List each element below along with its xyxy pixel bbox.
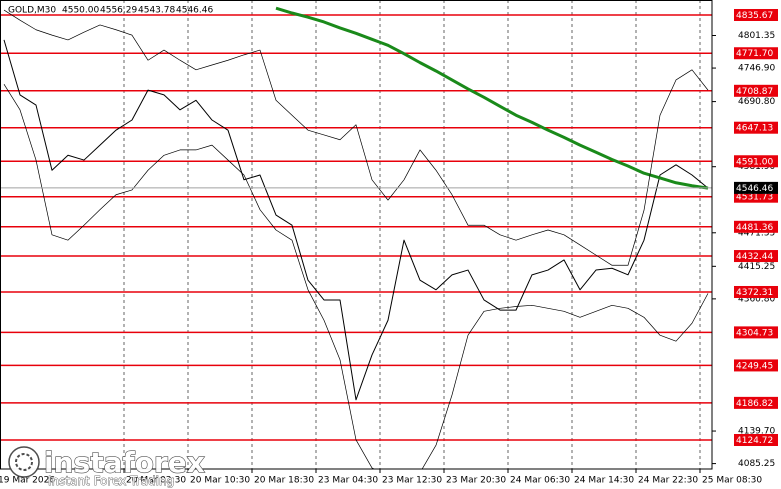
series-line [3, 39, 709, 401]
current-price-label: 4546.46 [736, 184, 773, 194]
level-label: 4372.31 [736, 288, 773, 298]
y-tick-label: 4746.90 [738, 64, 775, 74]
level-label: 4708.87 [736, 87, 773, 97]
level-label: 4647.13 [736, 124, 773, 134]
level-label: 4531.73 [736, 193, 773, 203]
level-label-bg [734, 220, 778, 233]
level-label: 4249.45 [736, 361, 773, 371]
level-label-bg [734, 433, 778, 446]
level-label: 4186.82 [736, 399, 773, 409]
logo-brand: instaforex [44, 446, 205, 479]
level-label: 4771.70 [736, 49, 773, 59]
series-line [3, 83, 709, 469]
logo-icon [15, 453, 33, 471]
y-tick-label: 4690.80 [738, 97, 775, 107]
level-label-bg [734, 8, 778, 21]
y-tick-label: 4360.80 [738, 294, 775, 304]
y-tick-label: 4471.35 [738, 228, 775, 238]
x-tick-label: 20 Mar 18:30 [254, 476, 314, 486]
logo-icon [8, 446, 40, 478]
level-label-bg [734, 84, 778, 97]
level-label-bg [734, 155, 778, 168]
level-label: 4591.00 [736, 157, 773, 167]
ohlc-value: 4556.29 [100, 6, 137, 16]
chart-title: GOLD,M30 [8, 6, 56, 16]
axes: 19 Mar 2026 20 Mar 02:30 20 Mar 10:30 20 Ma… [0, 8, 778, 486]
x-tick-label: 19 Mar 2026 [0, 476, 55, 486]
level-label-bg [734, 121, 778, 134]
y-tick-label: 4801.35 [738, 31, 775, 41]
x-tick-label: 23 Mar 20:30 [446, 476, 506, 486]
y-tick-label: 4139.70 [738, 427, 775, 437]
level-label: 4835.67 [736, 11, 773, 21]
x-tick-label: 20 Mar 02:30 [126, 476, 186, 486]
level-label: 4304.73 [736, 328, 773, 338]
level-label-bg [734, 250, 778, 263]
level-label-bg [734, 47, 778, 60]
x-tick-label: 24 Mar 22:30 [638, 476, 698, 486]
x-tick-label: 23 Mar 04:30 [318, 476, 378, 486]
x-tick-label: 24 Mar 06:30 [510, 476, 570, 486]
level-label: 4481.36 [736, 223, 773, 233]
ohlc-value: 4550.00 [62, 6, 99, 16]
x-tick-label: 23 Mar 12:30 [382, 476, 442, 486]
watermark: instaforex Instant Forex Trading [8, 445, 205, 488]
logo-slogan: Instant Forex Trading [48, 474, 174, 488]
plot-area [0, 0, 712, 469]
level-label-bg [734, 285, 778, 298]
ohlc-value: 4543.78 [138, 6, 175, 16]
level-label: 4124.72 [736, 436, 773, 446]
plot-frame [0, 0, 713, 470]
level-label: 4432.44 [736, 252, 773, 262]
level-label-bg [734, 396, 778, 409]
x-tick-label: 20 Mar 10:30 [190, 476, 250, 486]
ohlc-value: 4546.46 [176, 6, 213, 16]
current-price-bg [734, 181, 778, 194]
level-label-bg [734, 326, 778, 339]
ohlc-values: 4550.00 4556.29 4543.78 4546.46 [62, 6, 213, 16]
series-line [275, 6, 709, 190]
level-label-bg [734, 359, 778, 372]
y-tick-label: 4415.25 [738, 262, 775, 272]
x-tick-label: 24 Mar 14:30 [574, 476, 634, 486]
y-tick-label: 4085.25 [738, 459, 775, 469]
x-tick-label: 25 Mar 08:30 [702, 476, 762, 486]
series-line [3, 9, 709, 266]
